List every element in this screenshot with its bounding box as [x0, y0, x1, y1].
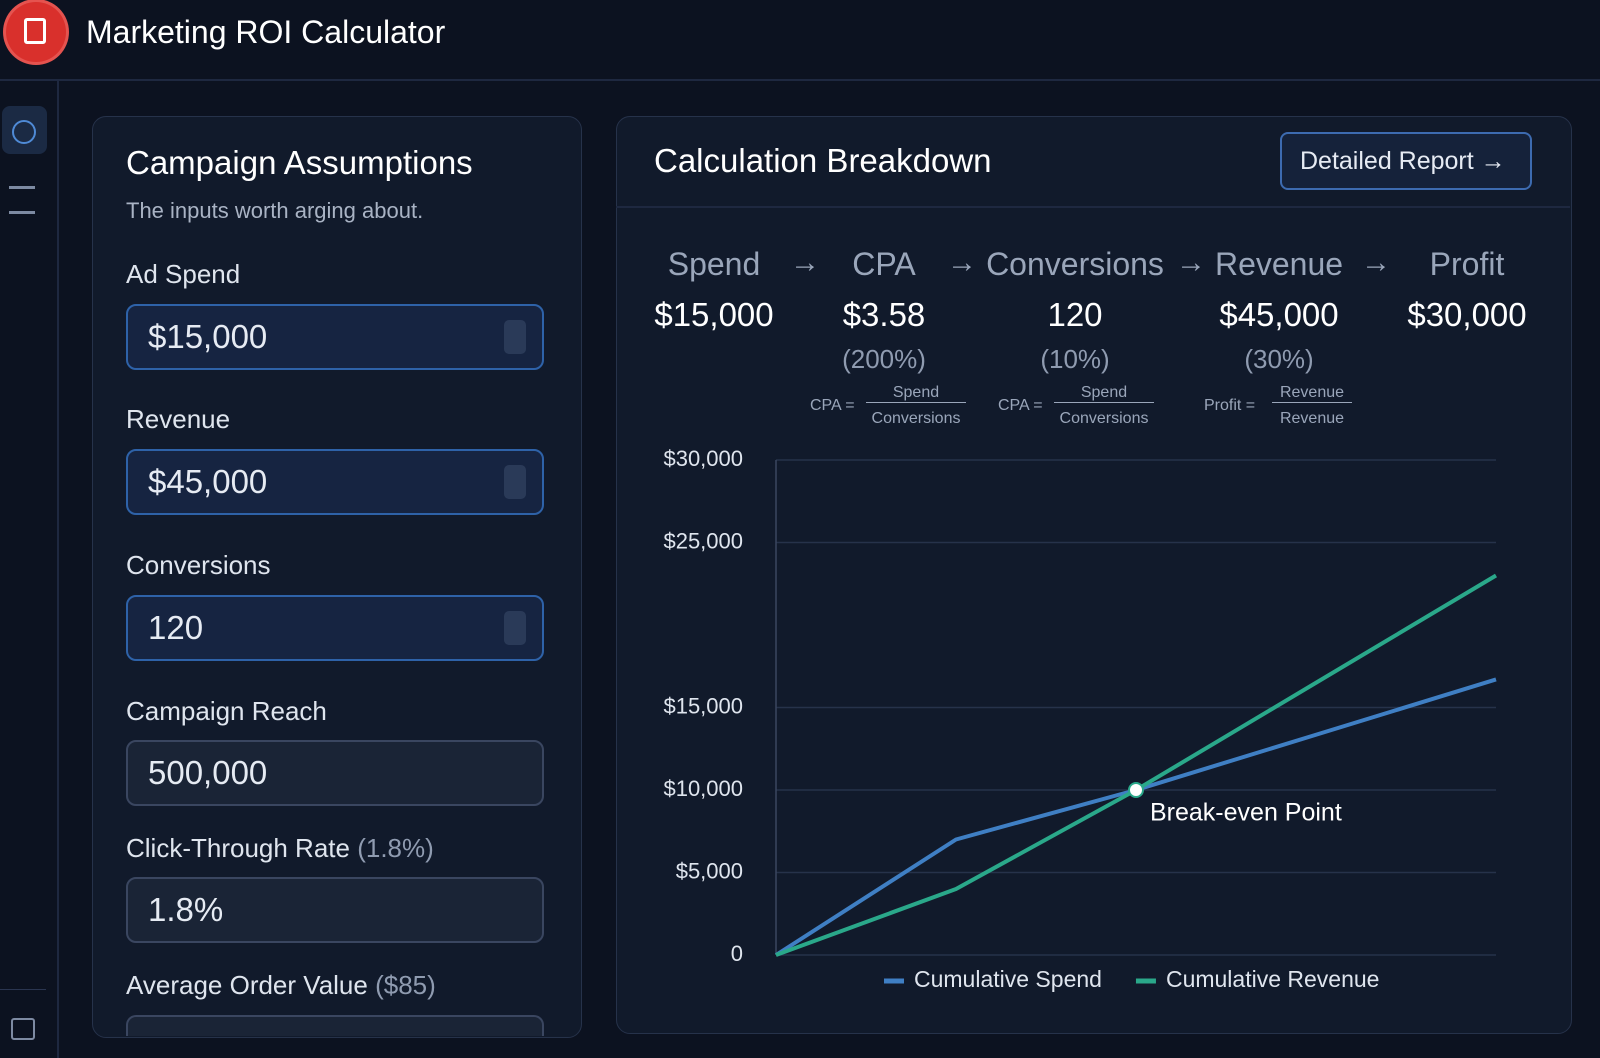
legend-label: Cumulative Revenue	[1166, 966, 1380, 992]
legend-label: Cumulative Spend	[914, 966, 1102, 992]
step-label: Profit	[1429, 246, 1505, 282]
input-value: $15,000	[148, 318, 268, 355]
ad-spend-input[interactable]: $15,000	[126, 304, 544, 370]
breakdown-title: Calculation Breakdown	[654, 142, 992, 179]
separator	[616, 206, 1570, 208]
formula-numerator: Spend	[866, 384, 966, 403]
app-logo	[6, 2, 66, 62]
input-value: 120	[148, 609, 204, 646]
app-title: Marketing ROI Calculator	[86, 14, 446, 50]
home-icon	[12, 120, 36, 144]
flow-arrow: →	[1361, 246, 1391, 279]
field-label: Ad Spend	[126, 259, 241, 289]
panel-subtitle: The inputs worth arging about.	[126, 198, 424, 223]
step-value: $30,000	[1407, 296, 1527, 333]
formula-denominator: Conversions	[1059, 410, 1149, 427]
label-text: Click-Through Rate	[126, 833, 350, 863]
reach-input[interactable]: 500,000	[126, 740, 544, 806]
label-hint: (1.8%)	[357, 833, 434, 863]
y-tick-label: $15,000	[663, 693, 743, 718]
formula-numerator: Revenue	[1272, 384, 1352, 403]
input-value: $45,000	[148, 463, 268, 500]
collapse-button[interactable]	[11, 1018, 35, 1040]
step-value: 120	[1047, 296, 1103, 333]
step-note: (10%)	[1040, 344, 1110, 374]
flow-arrow: →	[790, 246, 820, 279]
step-label: Conversions	[986, 246, 1164, 282]
formula-denominator: Revenue	[1279, 410, 1345, 427]
field-label: Click-Through Rate (1.8%)	[126, 833, 434, 864]
label-text: Average Order Value	[126, 970, 368, 1000]
aov-input[interactable]	[126, 1015, 544, 1036]
step-value: $3.58	[842, 296, 926, 333]
series-line	[775, 573, 1498, 957]
annotation: Break-even Point	[1150, 799, 1342, 827]
flow-arrow: →	[947, 246, 977, 279]
y-tick-label: $5,000	[676, 858, 743, 883]
list-button[interactable]	[9, 186, 35, 214]
y-tick-label: $25,000	[663, 528, 743, 553]
roi-chart: $25,000 $30,000 $15,000 $10,000 $5,000 0 Break…	[663, 446, 1498, 992]
y-tick-label: $30,000	[663, 446, 743, 471]
flow-arrow: →	[1176, 246, 1206, 279]
formula-lhs: CPA =	[998, 397, 1043, 414]
detailed-report-button[interactable]: Detailed Report →	[1280, 132, 1532, 190]
step-label: Spend	[667, 246, 761, 282]
field-label: Average Order Value ($85)	[126, 970, 436, 1001]
spinner[interactable]	[504, 320, 526, 354]
step-label: Revenue	[1214, 246, 1344, 282]
y-tick-label: 0	[731, 941, 743, 966]
header	[0, 0, 1600, 81]
sidebar-divider	[0, 989, 46, 990]
step-note: (30%)	[1244, 344, 1314, 374]
logo-icon	[24, 18, 46, 44]
step-value: $45,000	[1219, 296, 1339, 333]
label-hint: ($85)	[375, 970, 436, 1000]
panel-title: Campaign Assumptions	[126, 144, 473, 181]
spinner[interactable]	[504, 611, 526, 645]
formula-denominator: Conversions	[871, 410, 961, 427]
field-label: Revenue	[126, 404, 231, 434]
formula-numerator: Spend	[1054, 384, 1154, 403]
break-even-marker	[1128, 782, 1144, 798]
step-note: (200%)	[842, 344, 926, 374]
field-label: Campaign Reach	[126, 696, 327, 726]
field-label: Conversions	[126, 550, 271, 580]
ctr-input[interactable]: 1.8%	[126, 877, 544, 943]
sidebar	[0, 81, 59, 1058]
button-label: Detailed Report	[1300, 147, 1474, 175]
conversions-input[interactable]: 120	[126, 595, 544, 661]
spinner[interactable]	[504, 465, 526, 499]
input-value: 500,000	[148, 754, 268, 791]
formula-lhs: Profit =	[1204, 397, 1256, 414]
input-value: 1.8%	[148, 891, 224, 928]
revenue-input[interactable]: $45,000	[126, 449, 544, 515]
step-value: $15,000	[654, 296, 774, 333]
formula-lhs: CPA =	[810, 397, 855, 414]
y-tick-label: $10,000	[663, 776, 743, 801]
step-label: CPA	[852, 246, 916, 282]
